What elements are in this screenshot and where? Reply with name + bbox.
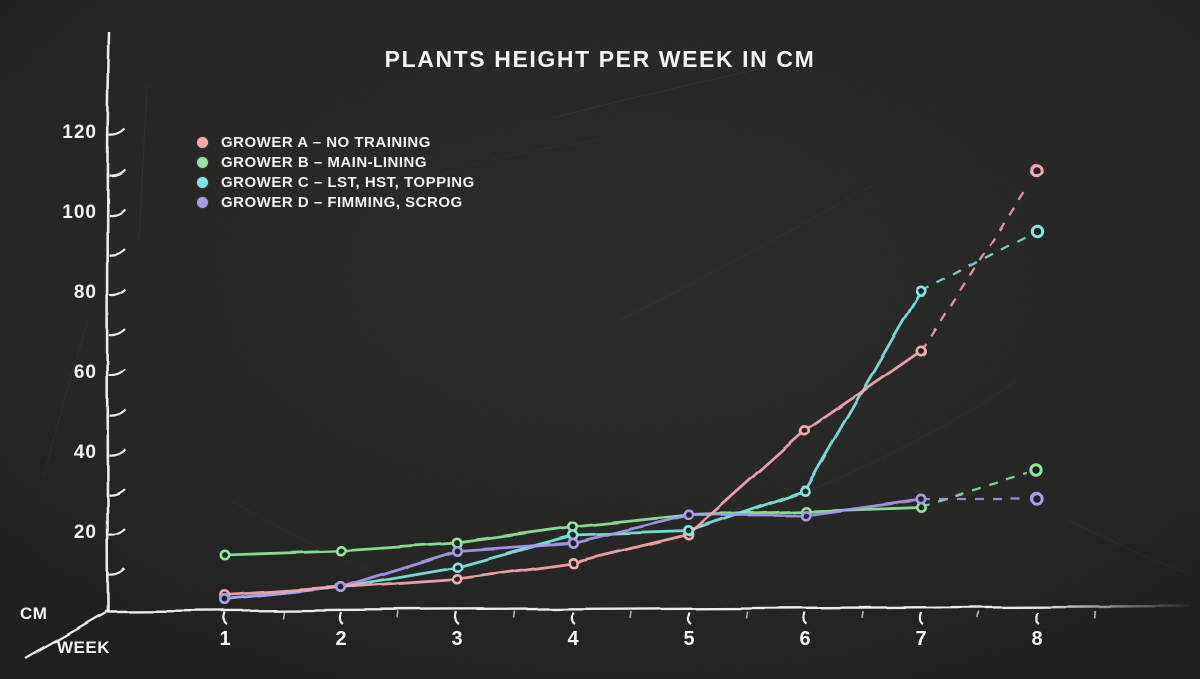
scratch-marks <box>43 67 1186 573</box>
legend-item-grower-b: GROWER B – MAIN-LINING <box>197 152 475 172</box>
x-axis-tick <box>338 611 344 625</box>
y-axis-unit-label: CM <box>20 604 48 623</box>
legend-label: GROWER D – FIMMING, SCROG <box>221 193 463 211</box>
data-point <box>799 509 811 521</box>
y-axis-line <box>105 31 111 612</box>
y-tick-label: 120 <box>62 122 97 143</box>
legend: GROWER A – NO TRAINING GROWER B – MAIN-L… <box>197 132 475 212</box>
y-tick-label: 80 <box>74 282 97 303</box>
y-axis-tick <box>108 288 126 297</box>
data-point <box>683 509 695 521</box>
x-axis-tick <box>222 611 228 625</box>
x-axis-minor-tick <box>977 610 980 619</box>
data-point <box>335 545 347 557</box>
legend-label: GROWER A – NO TRAINING <box>221 133 431 151</box>
data-point <box>451 573 463 585</box>
y-axis-tick <box>108 408 126 417</box>
data-point <box>1030 224 1044 238</box>
x-axis-minor-tick <box>397 610 400 619</box>
legend-label: GROWER B – MAIN-LINING <box>221 153 427 171</box>
x-tick-label: 4 <box>567 628 579 650</box>
y-axis-tick <box>108 528 126 537</box>
y-tick-label: 40 <box>74 442 97 463</box>
y-axis-tick <box>108 448 126 457</box>
data-point <box>1030 492 1044 506</box>
data-point <box>915 285 927 297</box>
series-group <box>219 164 1044 605</box>
legend-swatch-icon <box>197 136 208 148</box>
axes <box>24 31 1191 659</box>
data-point <box>219 593 231 605</box>
data-point <box>567 537 579 549</box>
data-point <box>799 425 811 437</box>
y-axis-tick <box>108 208 126 217</box>
legend-label: GROWER C – LST, HST, TOPPING <box>221 173 475 191</box>
x-axis-minor-tick <box>861 610 864 619</box>
y-axis-tick <box>108 328 126 337</box>
x-axis-minor-tick <box>1093 610 1096 619</box>
series-projection-line <box>920 234 1029 293</box>
x-axis-minor-tick <box>745 610 748 619</box>
series-projection-line <box>920 184 1029 352</box>
data-point <box>219 549 231 561</box>
x-axis-minor-tick <box>629 610 632 619</box>
data-point <box>335 581 347 593</box>
x-tick-label: 2 <box>335 628 346 650</box>
x-tick-label: 3 <box>451 628 462 650</box>
x-axis-unit-label: WEEK <box>57 638 110 657</box>
series-projection-line <box>920 472 1029 509</box>
legend-swatch-icon <box>197 156 208 168</box>
data-point <box>915 493 927 505</box>
y-axis-tick <box>108 488 126 497</box>
x-axis-tick <box>918 611 924 625</box>
y-tick-label: 100 <box>62 202 97 223</box>
y-axis-tick <box>108 568 126 577</box>
y-axis-tick <box>108 368 126 377</box>
legend-item-grower-c: GROWER C – LST, HST, TOPPING <box>197 172 475 192</box>
y-axis-tick <box>108 248 126 257</box>
data-point <box>683 525 695 537</box>
y-tick-label: 20 <box>74 522 97 543</box>
data-point <box>799 485 811 497</box>
x-tick-label: 7 <box>915 628 926 650</box>
data-point <box>1030 164 1044 178</box>
legend-item-grower-d: GROWER D – FIMMING, SCROG <box>197 192 475 212</box>
x-axis-minor-tick <box>513 610 516 619</box>
data-point <box>451 545 463 557</box>
data-point <box>567 557 579 569</box>
origin-diagonal-line <box>24 611 107 659</box>
chart-title: PLANTS HEIGHT PER WEEK IN CM <box>384 46 816 72</box>
x-axis-tick <box>570 611 576 625</box>
x-tick-label: 1 <box>219 628 230 650</box>
x-axis-minor-tick <box>281 610 284 619</box>
x-axis-tick <box>1034 611 1040 625</box>
x-axis-tick <box>802 611 808 625</box>
data-point <box>451 561 463 573</box>
tick-labels: 20 40 60 80 100 120 1 2 3 4 5 6 7 8 <box>62 122 1042 650</box>
x-tick-label: 8 <box>1031 628 1042 650</box>
data-point <box>1030 464 1044 478</box>
legend-item-grower-a: GROWER A – NO TRAINING <box>197 132 475 152</box>
x-axis-line <box>104 604 1191 613</box>
data-point <box>915 345 927 357</box>
y-axis-tick <box>108 168 126 177</box>
y-axis-tick <box>108 128 126 137</box>
legend-swatch-icon <box>197 196 208 208</box>
x-axis-tick <box>454 611 460 625</box>
x-axis-tick <box>686 611 692 625</box>
legend-swatch-icon <box>197 176 208 188</box>
x-tick-label: 5 <box>683 628 694 650</box>
y-tick-label: 60 <box>74 362 97 383</box>
x-tick-label: 6 <box>799 628 810 650</box>
